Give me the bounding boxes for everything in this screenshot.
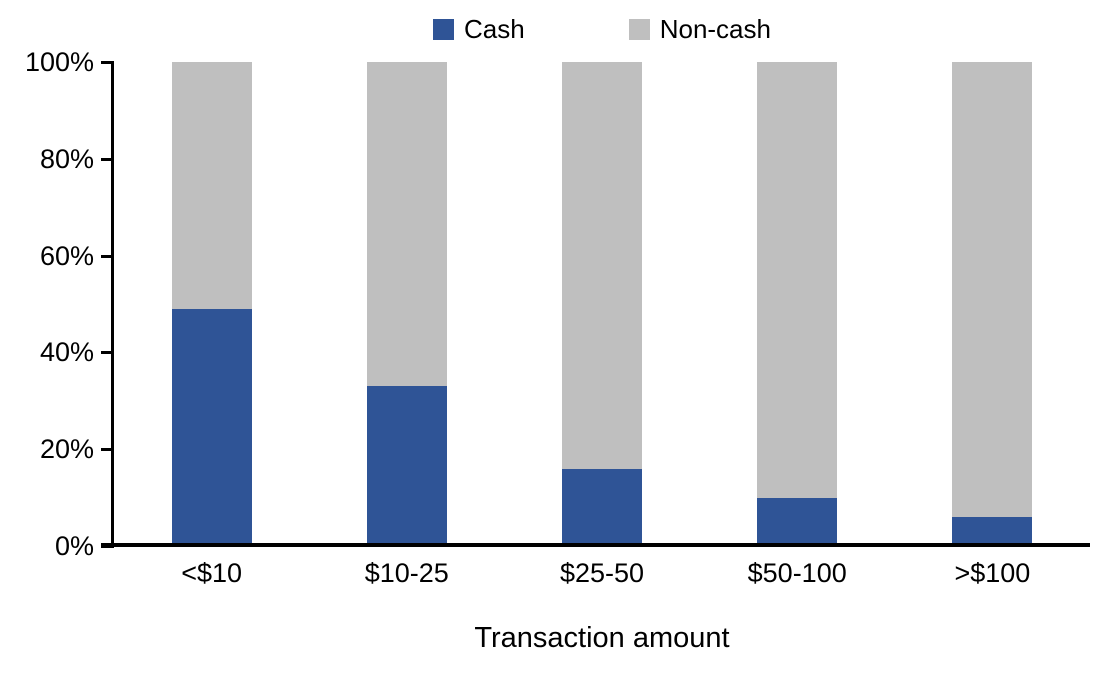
x-tick-label: <$10	[181, 558, 243, 588]
plot-area: 0% 20% 40% 60% 80% 100% <$10 $10-25 $25-50 $50-1…	[25, 48, 1090, 588]
legend-label-cash: Cash	[464, 14, 525, 44]
y-tick	[101, 351, 114, 355]
x-tick-label: $25-50	[559, 558, 645, 588]
legend-swatch-non-cash	[628, 18, 650, 40]
y-tick	[101, 157, 114, 161]
y-tick-label: 20%	[39, 434, 94, 465]
bar-group	[952, 62, 1033, 546]
bar-group	[366, 62, 447, 546]
x-axis-title: Transaction amount	[474, 622, 730, 654]
y-tick-label: 0%	[54, 531, 94, 561]
bar-segment-non-cash	[171, 62, 252, 309]
bar-segment-non-cash	[562, 62, 642, 469]
legend-item-cash: Cash	[433, 16, 525, 42]
legend-swatch-cash	[433, 18, 454, 40]
legend-label-non-cash: Non-cash	[659, 14, 771, 44]
x-tick-label: >$100	[954, 558, 1031, 588]
x-axis-line	[101, 543, 1090, 547]
bar-group	[757, 62, 838, 546]
bar-segment-non-cash	[952, 62, 1033, 517]
y-tick-label: 60%	[39, 240, 94, 271]
y-axis-line	[111, 62, 114, 548]
bar-segment-cash	[562, 468, 642, 546]
x-tick-label: $50-100	[747, 558, 847, 588]
y-tick	[101, 61, 114, 64]
x-tick-label: $10-25	[364, 558, 449, 588]
y-tick	[101, 448, 114, 452]
y-tick-label: 40%	[39, 337, 94, 368]
bar-segment-cash	[757, 497, 838, 546]
bar-segment-cash	[952, 516, 1033, 546]
bar-segment-non-cash	[366, 62, 447, 387]
y-tick-label: 100%	[24, 47, 94, 77]
bar-segment-cash	[366, 386, 447, 546]
bar-segment-non-cash	[757, 62, 838, 498]
legend-item-non-cash: Non-cash	[628, 14, 771, 44]
y-tick	[101, 254, 114, 258]
bar-segment-cash	[171, 308, 252, 546]
legend: Cash Non-cash	[114, 12, 1090, 46]
bar-group	[171, 62, 252, 546]
bar-group	[562, 62, 642, 546]
y-tick-label: 80%	[39, 143, 94, 174]
